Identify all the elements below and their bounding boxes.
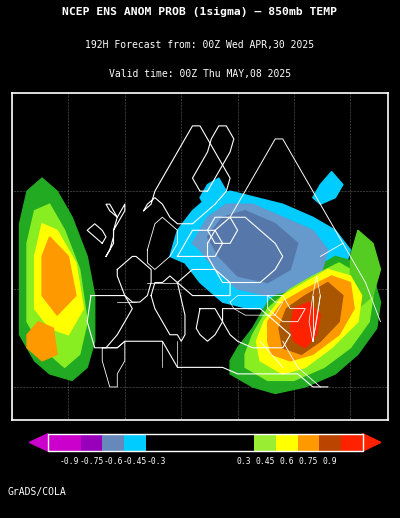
Polygon shape <box>170 191 350 309</box>
Polygon shape <box>230 256 380 394</box>
Bar <box>102 434 124 451</box>
Bar <box>81 434 102 451</box>
Bar <box>124 434 146 451</box>
Text: GrADS/COLA: GrADS/COLA <box>8 487 67 497</box>
Text: -0.3: -0.3 <box>147 457 166 466</box>
Text: -0.6: -0.6 <box>104 457 123 466</box>
Text: NCEP ENS ANOM PROB (1sigma) – 850mb TEMP: NCEP ENS ANOM PROB (1sigma) – 850mb TEMP <box>62 7 338 17</box>
Text: 0.6: 0.6 <box>280 457 294 466</box>
Polygon shape <box>27 204 87 367</box>
Polygon shape <box>20 178 95 380</box>
Polygon shape <box>279 282 343 354</box>
Text: 0.75: 0.75 <box>299 457 318 466</box>
Text: -0.9: -0.9 <box>60 457 80 466</box>
Polygon shape <box>192 204 328 296</box>
Text: -0.45: -0.45 <box>123 457 147 466</box>
Polygon shape <box>34 224 84 335</box>
Polygon shape <box>256 269 362 374</box>
Polygon shape <box>42 237 76 315</box>
Polygon shape <box>363 434 381 451</box>
Text: 0.9: 0.9 <box>323 457 338 466</box>
Polygon shape <box>313 171 343 204</box>
Polygon shape <box>29 434 48 451</box>
Polygon shape <box>290 302 320 348</box>
Text: 192H Forecast from: 00Z Wed APR,30 2025: 192H Forecast from: 00Z Wed APR,30 2025 <box>86 40 314 50</box>
Bar <box>146 434 254 451</box>
Bar <box>276 434 298 451</box>
Polygon shape <box>268 276 354 361</box>
Polygon shape <box>245 263 373 380</box>
Bar <box>254 434 276 451</box>
Bar <box>341 434 363 451</box>
Polygon shape <box>27 322 57 361</box>
Text: 0.3: 0.3 <box>236 457 251 466</box>
Text: 0.45: 0.45 <box>255 457 275 466</box>
Bar <box>319 434 341 451</box>
Polygon shape <box>200 178 226 204</box>
Text: -0.75: -0.75 <box>79 457 104 466</box>
Polygon shape <box>350 231 380 309</box>
Bar <box>48 434 81 451</box>
Text: Valid time: 00Z Thu MAY,08 2025: Valid time: 00Z Thu MAY,08 2025 <box>109 69 291 79</box>
Polygon shape <box>208 211 298 282</box>
Bar <box>298 434 319 451</box>
